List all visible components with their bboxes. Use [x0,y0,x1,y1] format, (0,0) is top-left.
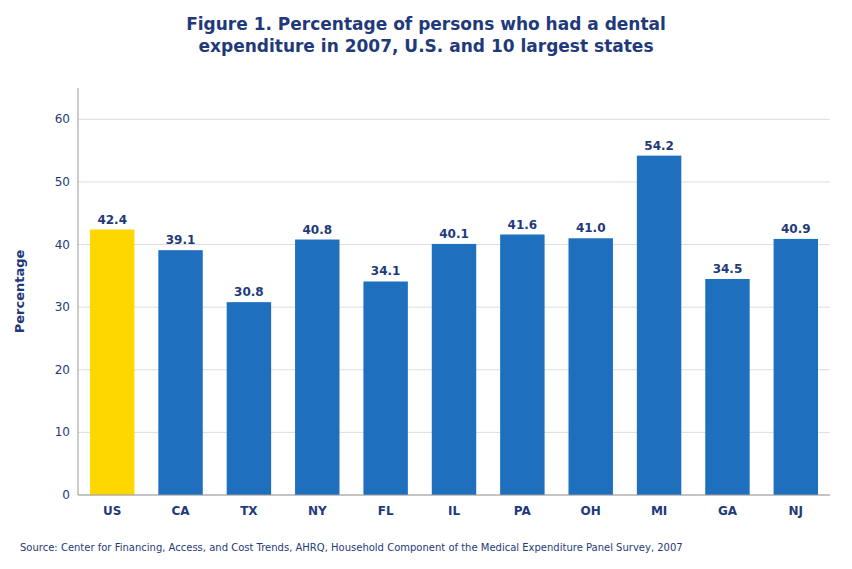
chart: Figure 1. Percentage of persons who had … [0,0,852,569]
data-label: 54.2 [644,139,674,153]
title: Figure 1. Percentage of persons who had … [186,14,666,56]
grid-line [78,119,830,120]
data-label: 34.5 [713,262,743,276]
x-tick-label: FL [378,504,394,518]
x-tick-label: NY [308,504,327,518]
x-tick-label: US [103,504,121,518]
data-label: 40.9 [781,222,811,236]
bar [500,235,544,495]
bar [637,156,681,495]
x-tick-label: NJ [789,504,804,518]
x-tick-label: GA [718,504,738,518]
y-tick-label: 0 [62,488,70,502]
data-label: 41.6 [508,218,538,232]
y-tick-label: 30 [55,300,70,314]
title-line: Figure 1. Percentage of persons who had … [186,14,666,34]
y-axis-line [78,88,79,495]
bar [432,244,476,495]
source-note: Source: Center for Financing, Access, an… [20,542,683,553]
title-line: expenditure in 2007, U.S. and 10 largest… [198,36,653,56]
y-tick-label: 20 [55,363,70,377]
x-axis-line [78,495,830,496]
bar [158,250,202,495]
data-label: 34.1 [371,264,401,278]
x-tick-label: OH [581,504,601,518]
data-label: 41.0 [576,221,606,235]
x-tick-label: IL [448,504,460,518]
x-tick-label: MI [651,504,667,518]
data-label: 30.8 [234,285,264,299]
data-label: 40.8 [302,223,332,237]
x-tick-label: TX [240,504,258,518]
bar [227,302,271,495]
data-label: 40.1 [439,227,469,241]
bars [90,156,818,495]
x-tick-label: PA [514,504,532,518]
data-label: 42.4 [97,213,127,227]
bar [705,279,749,495]
grid [78,119,830,495]
bar [569,238,613,495]
bar [774,239,818,495]
grid-line [78,495,830,496]
grid-line [78,181,830,182]
data-label: 39.1 [166,233,196,247]
y-tick-label: 60 [55,112,70,126]
x-tick-label: CA [171,504,190,518]
page: {"chart_data": {"type": "bar", "title": … [0,0,852,569]
y-tick-label: 40 [55,238,70,252]
bar [90,230,134,495]
y-axis-label: Percentage [12,250,27,334]
y-tick-label: 50 [55,175,70,189]
y-tick-label: 10 [55,425,70,439]
bar [363,281,407,495]
bar [295,240,339,495]
